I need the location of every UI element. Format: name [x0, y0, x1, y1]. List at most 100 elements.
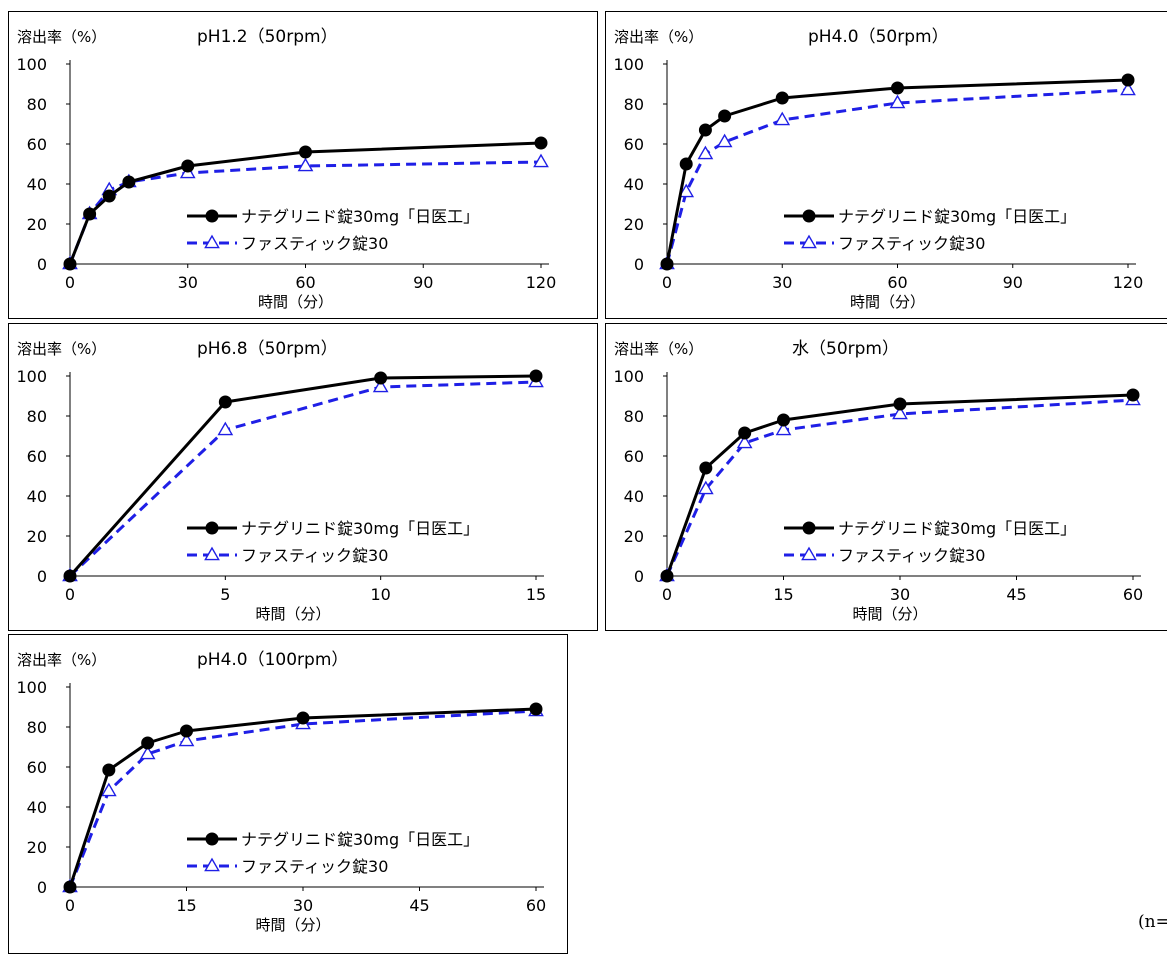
chart-svg: 溶出率（%） pH6.8（50rpm） 0 20 40 60 80 100 0 5 10 15 時間（分…	[16, 339, 546, 623]
data-point	[775, 91, 789, 105]
legend-marker	[205, 832, 219, 846]
data-point	[679, 157, 693, 171]
data-point	[374, 371, 388, 385]
legend-marker	[204, 857, 220, 872]
y-tick-label: 20	[624, 215, 644, 234]
x-tick-label: 0	[662, 273, 672, 292]
legend-marker	[204, 546, 220, 561]
data-point	[697, 145, 714, 160]
series-line	[665, 398, 1134, 577]
x-tick-label: 60	[526, 896, 546, 915]
data-point	[775, 421, 792, 436]
chart-panel-ph4-0-50rpm: 溶出率（%） pH4.0（50rpm） 0 20 40 60 80 100 0 30 60 90 120…	[605, 11, 1167, 319]
data-point	[122, 175, 136, 189]
x-tick-label: 0	[662, 585, 672, 604]
y-tick-label: 0	[37, 567, 47, 586]
data-point	[738, 426, 752, 440]
x-tick-label: 120	[1113, 273, 1144, 292]
legend-label: ファスティック錠30	[241, 234, 388, 253]
series-line	[68, 380, 537, 578]
y-tick-label: 20	[624, 527, 644, 546]
data-point	[297, 157, 314, 172]
x-tick-label: 10	[370, 585, 390, 604]
y-tick-label: 40	[624, 487, 644, 506]
series-nateglinide	[660, 73, 1135, 271]
x-axis-label: 時間（分）	[255, 916, 330, 934]
data-point	[100, 782, 117, 797]
data-point	[181, 159, 195, 173]
y-tick-label: 80	[27, 407, 47, 426]
chart-svg: 溶出率（%） pH4.0（100rpm） 0 20 40 60 80 100 0 15 30 45 60…	[16, 650, 546, 934]
legend: ナテグリニド錠30mg「日医工」ファスティック錠30	[784, 207, 1076, 253]
y-axis-label: 溶出率（%）	[17, 28, 106, 46]
x-tick-label: 0	[65, 585, 75, 604]
chart-title: pH6.8（50rpm）	[197, 339, 338, 359]
legend-label: ファスティック錠30	[838, 234, 985, 253]
legend-marker	[205, 521, 219, 535]
y-tick-label: 80	[624, 95, 644, 114]
data-point	[529, 369, 543, 383]
data-point	[63, 257, 77, 271]
data-point	[1121, 73, 1135, 87]
legend-marker	[802, 521, 816, 535]
legend-marker	[801, 546, 817, 561]
series-line	[665, 393, 1134, 577]
chart-svg: 溶出率（%） pH4.0（50rpm） 0 20 40 60 80 100 0 30 60 90 120…	[613, 27, 1144, 311]
data-point	[299, 145, 312, 159]
data-point	[697, 480, 714, 495]
x-axis-label: 時間（分）	[258, 293, 333, 311]
x-tick-label: 30	[890, 585, 910, 604]
chart-panel-ph6-8: 溶出率（%） pH6.8（50rpm） 0 20 40 60 80 100 0 5 10 15 時間（分…	[8, 323, 598, 631]
chart-panel-water: 溶出率（%） 水（50rpm） 0 20 40 60 80 100 0 15 30 45 60 時間（分）…	[605, 323, 1167, 631]
y-tick-label: 40	[27, 798, 47, 817]
legend-label: ナテグリニド錠30mg「日医工」	[241, 207, 479, 226]
x-axis-label: 時間（分）	[850, 293, 925, 311]
data-point	[892, 405, 908, 420]
data-point	[777, 413, 790, 427]
x-tick-label: 30	[178, 273, 198, 292]
y-tick-label: 20	[27, 838, 47, 857]
y-tick-label: 20	[27, 527, 47, 546]
footnote: (n=	[1138, 912, 1167, 932]
data-point	[139, 745, 156, 760]
legend: ナテグリニド錠30mg「日医工」ファスティック錠30	[187, 519, 479, 565]
x-tick-label: 60	[1123, 585, 1143, 604]
data-point	[63, 569, 77, 583]
y-tick-label: 100	[16, 55, 47, 74]
data-point	[180, 724, 193, 738]
x-tick-label: 5	[220, 585, 230, 604]
x-tick-label: 120	[526, 273, 557, 292]
data-point	[102, 189, 116, 203]
legend: ナテグリニド錠30mg「日医工」ファスティック錠30	[187, 830, 479, 876]
legend-marker	[801, 234, 817, 249]
data-point	[774, 111, 791, 126]
data-point	[699, 461, 713, 475]
legend-marker	[802, 209, 816, 223]
y-tick-label: 100	[613, 367, 644, 386]
data-point	[716, 133, 733, 148]
data-point	[736, 434, 753, 449]
legend-label: ナテグリニド錠30mg「日医工」	[838, 519, 1076, 538]
legend-marker	[204, 234, 220, 249]
data-point	[718, 109, 732, 123]
data-point	[533, 153, 549, 168]
series-line	[68, 707, 537, 888]
y-tick-label: 0	[37, 878, 47, 897]
data-point	[296, 711, 310, 725]
data-point	[660, 569, 674, 583]
y-tick-label: 0	[634, 567, 644, 586]
legend-label: ファスティック錠30	[241, 857, 388, 876]
y-tick-label: 0	[37, 255, 47, 274]
x-tick-label: 30	[293, 896, 313, 915]
x-axis-label: 時間（分）	[255, 605, 330, 623]
data-point	[1126, 388, 1140, 402]
x-tick-label: 30	[772, 273, 792, 292]
chart-title: pH4.0（100rpm）	[197, 650, 348, 670]
x-tick-label: 15	[176, 896, 196, 915]
x-tick-label: 15	[773, 585, 793, 604]
x-tick-label: 0	[65, 273, 75, 292]
data-point	[534, 136, 548, 150]
data-point	[83, 207, 97, 221]
y-tick-label: 100	[613, 55, 644, 74]
data-point	[372, 378, 389, 393]
